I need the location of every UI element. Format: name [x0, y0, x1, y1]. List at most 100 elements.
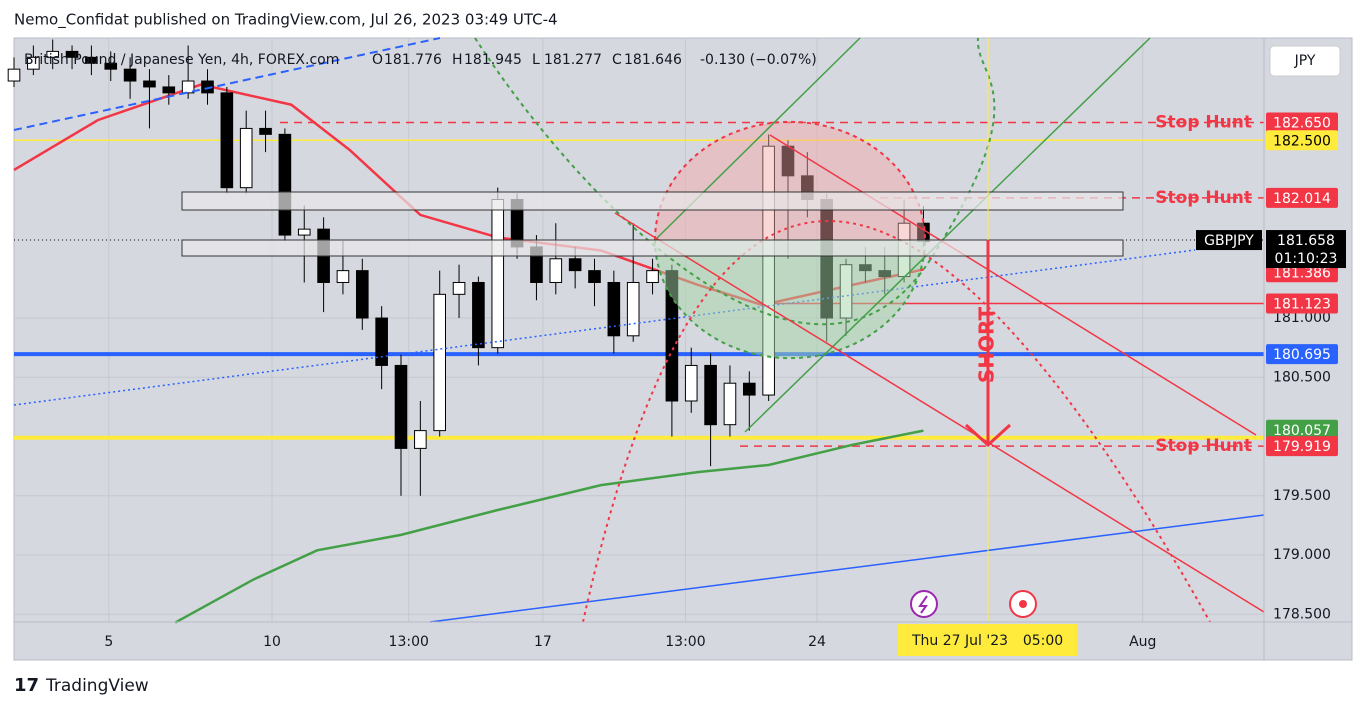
y-tick-label: 181.000	[1273, 310, 1331, 326]
currency[interactable]: JPY	[1294, 53, 1316, 69]
trend-line	[429, 514, 1265, 623]
price-label-box	[1266, 419, 1338, 440]
x-tick-label: 10	[263, 634, 281, 650]
candle-body	[201, 80, 214, 94]
price-label-box	[1266, 436, 1338, 457]
candle-body	[65, 50, 79, 58]
candle-body	[472, 281, 485, 349]
curve	[582, 220, 1211, 623]
candle-body	[104, 62, 118, 70]
countdown: 01:10:23	[1275, 251, 1338, 267]
labels: Nemo_Confidat published on TradingView.c…	[14, 11, 1346, 696]
candle-body	[646, 270, 659, 283]
last-price-box	[1266, 230, 1346, 269]
price-label: 182.500	[1273, 133, 1331, 149]
level-annotation: Stop Hunt	[1155, 188, 1252, 208]
candle-body	[375, 317, 388, 366]
ohlc-key: C	[612, 52, 622, 68]
candle-body	[588, 270, 601, 283]
price-label: 180.057	[1273, 423, 1331, 439]
candle-body	[181, 80, 195, 94]
change: -0.130 (−0.07%)	[700, 52, 817, 68]
ohlc-key: H	[452, 52, 463, 68]
candle-body	[704, 364, 717, 426]
candle-body	[297, 228, 311, 236]
channel-line	[744, 37, 1151, 433]
candle-body	[162, 86, 176, 94]
ohlc-value: 181.945	[464, 52, 522, 68]
range-box	[181, 191, 1124, 211]
y-tick-label: 179.000	[1273, 547, 1331, 563]
brand: TradingView	[45, 676, 149, 696]
candle-body	[452, 281, 466, 295]
price-label: 180.695	[1273, 347, 1331, 363]
candle-body	[394, 364, 408, 449]
alert-icon[interactable]	[910, 590, 938, 618]
candle-body	[46, 50, 60, 58]
publisher: Nemo_Confidat published on TradingView.c…	[14, 11, 558, 30]
ohlc-value: 181.776	[384, 52, 442, 68]
channel-line	[614, 212, 1265, 613]
candle-body	[239, 127, 253, 189]
candle-body	[414, 430, 427, 449]
candle-body	[278, 133, 292, 236]
candle-body	[607, 281, 621, 337]
price-label: 182.650	[1273, 115, 1331, 131]
x-tick-label: 24	[808, 634, 826, 650]
curve	[474, 37, 996, 326]
price-label-box	[1266, 293, 1338, 314]
symbol-box	[1196, 230, 1262, 251]
currency-button[interactable]	[1269, 45, 1341, 77]
candle-body	[568, 258, 582, 272]
y-tick-label: 179.500	[1273, 488, 1331, 504]
candle-body	[85, 56, 98, 64]
cursor-date: Thu 27 Jul '23	[911, 633, 1008, 649]
price-label-box	[1266, 344, 1338, 365]
x-tick-label: 13:00	[389, 634, 429, 650]
last-price: 181.658	[1277, 233, 1335, 249]
cursor-time: 05:00	[1023, 633, 1063, 649]
candle-body	[433, 293, 447, 432]
candle-body	[220, 92, 234, 189]
trend-line	[13, 37, 441, 131]
zone	[655, 240, 925, 359]
arc	[654, 239, 926, 360]
candle-body	[626, 281, 640, 337]
price-label-box	[1266, 112, 1338, 133]
price-label: 179.919	[1273, 439, 1331, 455]
record-icon	[1019, 600, 1027, 608]
price-label-box	[1266, 187, 1338, 208]
level-annotation: Stop Hunt	[1155, 436, 1252, 456]
x-tick-label: Aug	[1129, 634, 1156, 650]
ohlc-value: 181.277	[544, 52, 602, 68]
ohlc-value: 181.646	[624, 52, 682, 68]
drawings	[13, 37, 1352, 660]
candle-body	[27, 56, 40, 70]
candle-body	[723, 382, 737, 426]
candle-body	[355, 270, 369, 319]
brand-logo: 17	[14, 675, 39, 696]
x-tick-label: 17	[534, 634, 552, 650]
ohlc-key: O	[372, 52, 383, 68]
candle-body	[259, 127, 272, 135]
candle-body	[742, 382, 756, 396]
candle-body	[123, 68, 137, 82]
price-label: 182.014	[1273, 191, 1331, 207]
candle-body	[491, 199, 505, 349]
time-label-box	[898, 624, 1077, 656]
symbol: British Pound / Japanese Yen, 4h, FOREX.…	[24, 52, 339, 68]
level-annotation: Stop Hunt	[1155, 112, 1252, 132]
price-label-box	[1266, 130, 1338, 151]
candle-body	[143, 80, 156, 88]
candle-body	[684, 364, 698, 402]
price-label: 181.123	[1273, 296, 1331, 312]
chart-frame	[13, 37, 1353, 661]
channel-line	[769, 134, 1257, 436]
ohlc-key: L	[532, 52, 540, 68]
range-box	[181, 239, 1124, 257]
arc	[654, 120, 926, 241]
candle-body	[549, 258, 563, 283]
x-tick-label: 5	[104, 634, 113, 650]
symbol-label: GBPJPY	[1204, 233, 1254, 249]
